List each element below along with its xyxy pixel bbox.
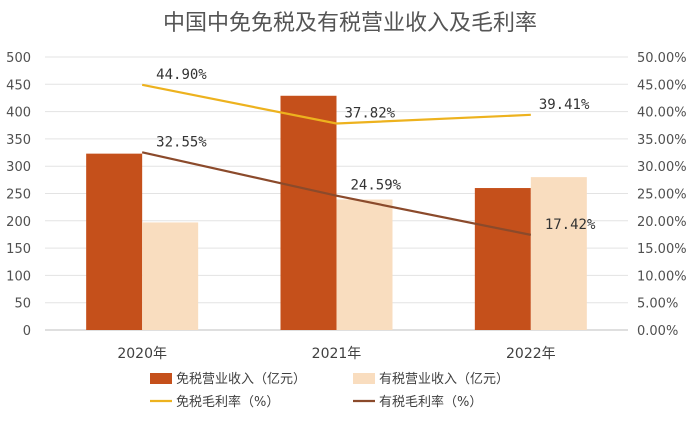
right-tick-label: 0.00%: [637, 324, 678, 339]
series-line-1: [141, 83, 531, 125]
left-tick-label: 250: [6, 188, 31, 203]
data-label: 24.59%: [351, 178, 402, 194]
bar-1-2021年: [280, 95, 337, 331]
right-tick-label: 40.00%: [637, 106, 687, 121]
left-tick-label: 300: [6, 160, 31, 175]
category-label: 2021年: [312, 346, 362, 362]
data-label: 39.41%: [539, 97, 590, 113]
left-tick-label: 150: [6, 242, 31, 257]
bar-2-2022年: [530, 177, 587, 330]
category-axis: 2020年 2021年 2022年: [117, 346, 555, 362]
right-tick-label: 30.00%: [637, 160, 687, 175]
bar-2-2021年: [336, 199, 393, 330]
bar-1-2022年: [474, 188, 531, 330]
left-tick-label: 500: [6, 51, 31, 66]
bar-2-2020年: [142, 222, 199, 330]
left-axis: 0 50 100 150 200 250 300 350 400 450 500: [6, 51, 31, 339]
left-tick-label: 100: [6, 269, 31, 284]
data-label: 44.90%: [156, 67, 207, 83]
legend-label: 免税营业收入（亿元）: [176, 372, 306, 387]
category-label: 2022年: [506, 346, 556, 362]
chart-title: 中国中免免税及有税营业收入及毛利率: [163, 11, 537, 36]
right-tick-label: 5.00%: [637, 297, 678, 312]
bars: [86, 95, 587, 331]
legend-swatch: [150, 373, 172, 384]
data-label: 37.82%: [345, 106, 396, 122]
right-tick-label: 15.00%: [637, 242, 687, 257]
data-labels: 44.90% 37.82% 39.41% 32.55% 24.59% 17.42%: [156, 67, 596, 233]
left-tick-label: 400: [6, 106, 31, 121]
right-tick-label: 45.00%: [637, 78, 687, 93]
legend-label: 免税毛利率（%）: [176, 394, 279, 410]
right-tick-label: 25.00%: [637, 188, 687, 203]
series-line-2: [141, 151, 532, 236]
right-tick-label: 10.00%: [637, 269, 687, 284]
right-tick-label: 50.00%: [637, 51, 687, 66]
category-label: 2020年: [117, 346, 167, 362]
left-tick-label: 0: [23, 324, 31, 339]
legend-label: 有税营业收入（亿元）: [379, 372, 509, 387]
right-axis: 0.00% 5.00% 10.00% 15.00% 20.00% 25.00% 30.00%…: [637, 51, 687, 339]
right-tick-label: 20.00%: [637, 215, 687, 230]
right-tick-label: 35.00%: [637, 133, 687, 148]
left-tick-label: 450: [6, 78, 31, 93]
legend-swatch: [353, 373, 375, 384]
data-label: 32.55%: [156, 134, 207, 150]
left-tick-label: 50: [14, 297, 31, 312]
legend-label: 有税毛利率（%）: [379, 394, 482, 410]
legend: 免税营业收入（亿元） 有税营业收入（亿元） 免税毛利率（%） 有税毛利率（%）: [150, 372, 509, 410]
series-lines: [141, 83, 532, 236]
left-tick-label: 350: [6, 133, 31, 148]
bar-1-2020年: [86, 153, 143, 330]
data-label: 17.42%: [545, 217, 596, 233]
left-tick-label: 200: [6, 215, 31, 230]
